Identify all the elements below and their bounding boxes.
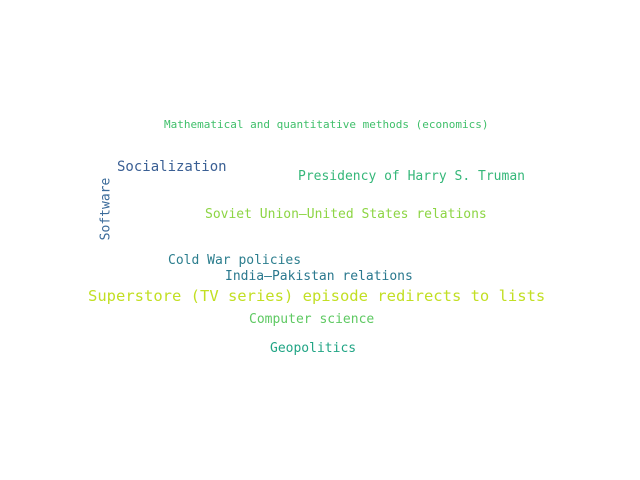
word-soviet-us-relations: Soviet Union–United States relations (205, 207, 487, 222)
word-mathematical-methods: Mathematical and quantitative methods (e… (164, 118, 489, 131)
word-geopolitics: Geopolitics (270, 341, 357, 356)
word-socialization: Socialization (117, 159, 227, 175)
word-presidency-truman: Presidency of Harry S. Truman (298, 169, 525, 184)
word-india-pakistan-relations: India–Pakistan relations (225, 269, 413, 284)
word-software: Software (98, 177, 114, 241)
word-computer-science: Computer science (249, 312, 375, 327)
word-cold-war-policies: Cold War policies (168, 253, 302, 268)
word-superstore-redirects: Superstore (TV series) episode redirects… (88, 287, 546, 305)
